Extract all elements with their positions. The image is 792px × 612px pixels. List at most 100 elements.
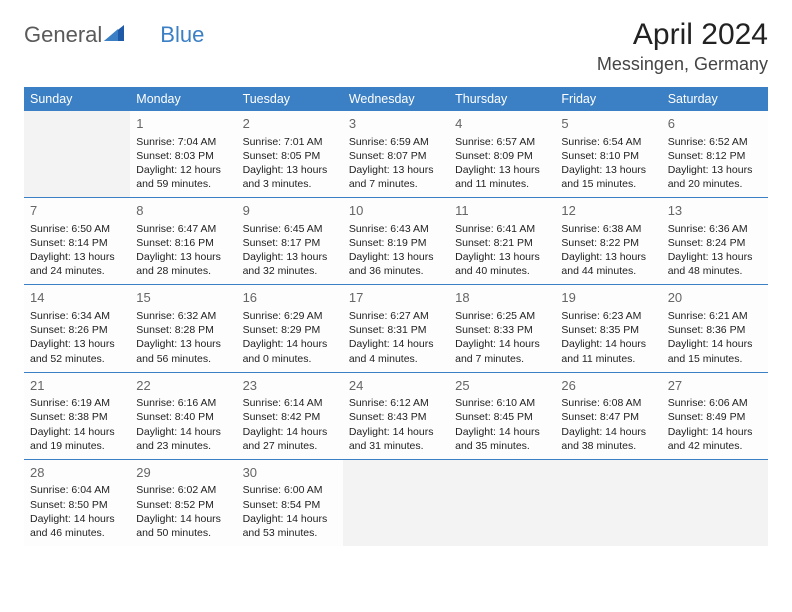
calendar-day-cell: 13Sunrise: 6:36 AMSunset: 8:24 PMDayligh… bbox=[662, 198, 768, 285]
sunrise-line: Sunrise: 6:23 AM bbox=[561, 309, 655, 323]
daylight-line: Daylight: 14 hours and 35 minutes. bbox=[455, 425, 549, 453]
sunrise-line: Sunrise: 6:25 AM bbox=[455, 309, 549, 323]
daylight-line: Daylight: 14 hours and 23 minutes. bbox=[136, 425, 230, 453]
day-header: Sunday bbox=[24, 87, 130, 111]
day-number: 28 bbox=[30, 464, 124, 482]
day-number: 25 bbox=[455, 377, 549, 395]
calendar-day-cell: 4Sunrise: 6:57 AMSunset: 8:09 PMDaylight… bbox=[449, 111, 555, 198]
sunrise-line: Sunrise: 6:19 AM bbox=[30, 396, 124, 410]
day-number: 5 bbox=[561, 115, 655, 133]
daylight-line: Daylight: 14 hours and 11 minutes. bbox=[561, 337, 655, 365]
day-number: 17 bbox=[349, 289, 443, 307]
sunset-line: Sunset: 8:54 PM bbox=[243, 498, 337, 512]
sunset-line: Sunset: 8:49 PM bbox=[668, 410, 762, 424]
calendar-day-cell: 19Sunrise: 6:23 AMSunset: 8:35 PMDayligh… bbox=[555, 285, 661, 372]
day-number: 1 bbox=[136, 115, 230, 133]
day-header: Saturday bbox=[662, 87, 768, 111]
daylight-line: Daylight: 14 hours and 19 minutes. bbox=[30, 425, 124, 453]
sunset-line: Sunset: 8:26 PM bbox=[30, 323, 124, 337]
day-number: 27 bbox=[668, 377, 762, 395]
daylight-line: Daylight: 13 hours and 11 minutes. bbox=[455, 163, 549, 191]
logo-text-blue: Blue bbox=[160, 22, 204, 48]
daylight-line: Daylight: 14 hours and 7 minutes. bbox=[455, 337, 549, 365]
calendar-day-cell bbox=[343, 459, 449, 546]
sunrise-line: Sunrise: 6:10 AM bbox=[455, 396, 549, 410]
sunset-line: Sunset: 8:36 PM bbox=[668, 323, 762, 337]
sunrise-line: Sunrise: 6:41 AM bbox=[455, 222, 549, 236]
day-number: 29 bbox=[136, 464, 230, 482]
sunset-line: Sunset: 8:38 PM bbox=[30, 410, 124, 424]
sunset-line: Sunset: 8:52 PM bbox=[136, 498, 230, 512]
day-number: 8 bbox=[136, 202, 230, 220]
sunset-line: Sunset: 8:05 PM bbox=[243, 149, 337, 163]
calendar-week: 1Sunrise: 7:04 AMSunset: 8:03 PMDaylight… bbox=[24, 111, 768, 198]
header: General Blue April 2024 Messingen, Germa… bbox=[24, 18, 768, 75]
day-number: 24 bbox=[349, 377, 443, 395]
daylight-line: Daylight: 14 hours and 42 minutes. bbox=[668, 425, 762, 453]
day-number: 18 bbox=[455, 289, 549, 307]
daylight-line: Daylight: 13 hours and 52 minutes. bbox=[30, 337, 124, 365]
sunrise-line: Sunrise: 6:27 AM bbox=[349, 309, 443, 323]
daylight-line: Daylight: 14 hours and 0 minutes. bbox=[243, 337, 337, 365]
calendar-week: 14Sunrise: 6:34 AMSunset: 8:26 PMDayligh… bbox=[24, 285, 768, 372]
sunset-line: Sunset: 8:33 PM bbox=[455, 323, 549, 337]
calendar-day-cell: 8Sunrise: 6:47 AMSunset: 8:16 PMDaylight… bbox=[130, 198, 236, 285]
sunrise-line: Sunrise: 6:54 AM bbox=[561, 135, 655, 149]
sunrise-line: Sunrise: 6:14 AM bbox=[243, 396, 337, 410]
sunrise-line: Sunrise: 6:45 AM bbox=[243, 222, 337, 236]
sunset-line: Sunset: 8:40 PM bbox=[136, 410, 230, 424]
daylight-line: Daylight: 14 hours and 38 minutes. bbox=[561, 425, 655, 453]
daylight-line: Daylight: 13 hours and 44 minutes. bbox=[561, 250, 655, 278]
day-header: Thursday bbox=[449, 87, 555, 111]
daylight-line: Daylight: 14 hours and 50 minutes. bbox=[136, 512, 230, 540]
day-number: 26 bbox=[561, 377, 655, 395]
day-number: 20 bbox=[668, 289, 762, 307]
sunrise-line: Sunrise: 6:36 AM bbox=[668, 222, 762, 236]
calendar-week: 21Sunrise: 6:19 AMSunset: 8:38 PMDayligh… bbox=[24, 372, 768, 459]
sunrise-line: Sunrise: 6:50 AM bbox=[30, 222, 124, 236]
day-number: 23 bbox=[243, 377, 337, 395]
calendar-day-cell: 10Sunrise: 6:43 AMSunset: 8:19 PMDayligh… bbox=[343, 198, 449, 285]
month-title: April 2024 bbox=[597, 18, 768, 52]
calendar-day-cell: 6Sunrise: 6:52 AMSunset: 8:12 PMDaylight… bbox=[662, 111, 768, 198]
calendar-day-cell: 5Sunrise: 6:54 AMSunset: 8:10 PMDaylight… bbox=[555, 111, 661, 198]
daylight-line: Daylight: 14 hours and 53 minutes. bbox=[243, 512, 337, 540]
sunset-line: Sunset: 8:29 PM bbox=[243, 323, 337, 337]
sunset-line: Sunset: 8:50 PM bbox=[30, 498, 124, 512]
day-number: 16 bbox=[243, 289, 337, 307]
calendar-day-cell bbox=[24, 111, 130, 198]
calendar-day-cell: 15Sunrise: 6:32 AMSunset: 8:28 PMDayligh… bbox=[130, 285, 236, 372]
day-number: 22 bbox=[136, 377, 230, 395]
daylight-line: Daylight: 12 hours and 59 minutes. bbox=[136, 163, 230, 191]
daylight-line: Daylight: 13 hours and 15 minutes. bbox=[561, 163, 655, 191]
calendar-day-cell: 12Sunrise: 6:38 AMSunset: 8:22 PMDayligh… bbox=[555, 198, 661, 285]
sunset-line: Sunset: 8:17 PM bbox=[243, 236, 337, 250]
daylight-line: Daylight: 14 hours and 46 minutes. bbox=[30, 512, 124, 540]
sunset-line: Sunset: 8:28 PM bbox=[136, 323, 230, 337]
calendar-day-cell: 20Sunrise: 6:21 AMSunset: 8:36 PMDayligh… bbox=[662, 285, 768, 372]
calendar-day-cell bbox=[662, 459, 768, 546]
sunrise-line: Sunrise: 6:47 AM bbox=[136, 222, 230, 236]
calendar-body: 1Sunrise: 7:04 AMSunset: 8:03 PMDaylight… bbox=[24, 111, 768, 546]
sunset-line: Sunset: 8:07 PM bbox=[349, 149, 443, 163]
daylight-line: Daylight: 14 hours and 4 minutes. bbox=[349, 337, 443, 365]
day-header: Monday bbox=[130, 87, 236, 111]
sunset-line: Sunset: 8:14 PM bbox=[30, 236, 124, 250]
calendar-day-cell: 18 Sunrise: 6:25 AMSunset: 8:33 PMDayligh… bbox=[449, 285, 555, 372]
daylight-line: Daylight: 13 hours and 36 minutes. bbox=[349, 250, 443, 278]
daylight-line: Daylight: 13 hours and 20 minutes. bbox=[668, 163, 762, 191]
calendar-day-cell: 25Sunrise: 6:10 AMSunset: 8:45 PMDayligh… bbox=[449, 372, 555, 459]
calendar-day-cell bbox=[555, 459, 661, 546]
calendar-day-cell: 23Sunrise: 6:14 AMSunset: 8:42 PMDayligh… bbox=[237, 372, 343, 459]
calendar-day-cell: 27Sunrise: 6:06 AMSunset: 8:49 PMDayligh… bbox=[662, 372, 768, 459]
sunrise-line: Sunrise: 6:16 AM bbox=[136, 396, 230, 410]
calendar-day-cell: 22Sunrise: 6:16 AMSunset: 8:40 PMDayligh… bbox=[130, 372, 236, 459]
calendar-week: 28Sunrise: 6:04 AMSunset: 8:50 PMDayligh… bbox=[24, 459, 768, 546]
calendar-week: 7Sunrise: 6:50 AMSunset: 8:14 PMDaylight… bbox=[24, 198, 768, 285]
title-block: April 2024 Messingen, Germany bbox=[597, 18, 768, 75]
sunrise-line: Sunrise: 6:52 AM bbox=[668, 135, 762, 149]
sunrise-line: Sunrise: 6:57 AM bbox=[455, 135, 549, 149]
day-number: 11 bbox=[455, 202, 549, 220]
day-number: 6 bbox=[668, 115, 762, 133]
calendar-day-cell: 2Sunrise: 7:01 AMSunset: 8:05 PMDaylight… bbox=[237, 111, 343, 198]
